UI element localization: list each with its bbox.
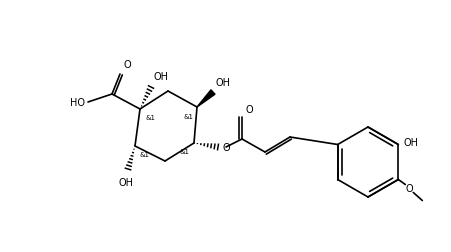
Polygon shape — [197, 90, 215, 108]
Text: &1: &1 — [146, 115, 156, 120]
Text: O: O — [245, 105, 253, 115]
Text: O: O — [123, 60, 130, 70]
Text: &1: &1 — [139, 151, 149, 158]
Text: OH: OH — [402, 138, 417, 148]
Text: &1: &1 — [184, 114, 193, 119]
Text: &1: &1 — [179, 148, 189, 154]
Text: OH: OH — [118, 177, 133, 187]
Text: O: O — [405, 184, 412, 194]
Text: O: O — [222, 142, 230, 152]
Text: OH: OH — [152, 72, 168, 82]
Text: OH: OH — [216, 78, 230, 88]
Text: HO: HO — [70, 98, 85, 108]
